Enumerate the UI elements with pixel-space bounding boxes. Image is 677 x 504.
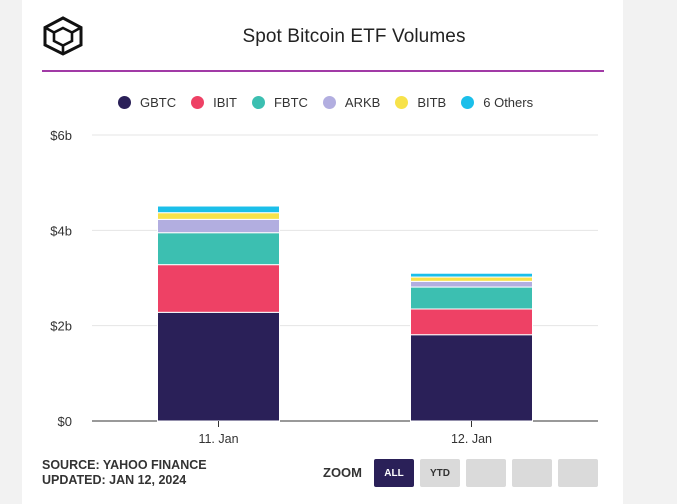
legend-swatch-ibit [191,96,205,109]
cube-logo-icon [43,16,83,56]
legend-label-gbtc: GBTC [140,95,177,110]
bar-segment-arkb-2[interactable] [410,280,533,288]
legend: GBTC IBIT FBTC ARKB BITB 6 Others [118,95,548,110]
bar-segment-6-others-1[interactable] [157,205,280,214]
legend-label-bitb: BITB [417,95,447,110]
legend-label-arkb: ARKB [344,95,381,110]
y-tick-label: $2b [50,319,72,334]
y-tick-label: $4b [50,223,72,238]
legend-swatch-bitb [395,96,409,109]
zoom-button-blank-1[interactable] [466,459,506,487]
bar-segment-fbtc-1[interactable] [157,232,280,266]
zoom-all-button[interactable]: ALL [374,459,414,487]
legend-swatch-fbtc [251,96,265,109]
legend-label-ibit: IBIT [213,95,237,110]
legend-item-arkb[interactable]: ARKB [322,95,381,110]
zoom-button-blank-2[interactable] [512,459,552,487]
bar-segment-bitb-2[interactable] [410,276,533,282]
legend-swatch-others [461,96,475,109]
source-label: SOURCE: YAHOO FINANCE [42,458,207,472]
legend-swatch-gbtc [118,96,131,109]
legend-item-bitb[interactable]: BITB [395,95,446,110]
x-tick-label: 11. Jan [198,432,238,446]
bar-segment-bitb-1[interactable] [157,212,280,220]
legend-item-fbtc[interactable]: FBTC [251,95,308,110]
title-divider [42,70,604,72]
chart-title: Spot Bitcoin ETF Volumes [242,26,466,47]
bar-segment-gbtc-1[interactable] [157,311,280,422]
bar-segment-fbtc-2[interactable] [410,286,533,310]
zoom-button-blank-3[interactable] [558,459,598,487]
zoom-label: ZOOM [323,465,362,480]
legend-label-fbtc: FBTC [273,95,308,110]
bar-segment-gbtc-2[interactable] [410,334,533,422]
legend-item-others[interactable]: 6 Others [461,95,533,110]
legend-item-ibit[interactable]: IBIT [191,95,237,110]
updated-label: UPDATED: JAN 12, 2024 [42,473,187,487]
legend-label-others: 6 Others [483,95,534,110]
bar-segment-ibit-1[interactable] [157,264,280,313]
y-tick-label: $6b [50,128,72,143]
y-tick-label: $0 [58,414,72,429]
zoom-ytd-button[interactable]: YTD [420,459,460,487]
x-tick-label: 12. Jan [451,432,492,446]
legend-item-gbtc[interactable]: GBTC [118,95,176,110]
source-note: SOURCE: YAHOO FINANCE UPDATED: JAN 12, 2… [42,458,207,488]
bar-segment-arkb-1[interactable] [157,218,280,234]
legend-swatch-arkb [322,96,336,109]
bar-segment-ibit-2[interactable] [410,308,533,336]
bar-segment-6-others-2[interactable] [410,272,533,278]
